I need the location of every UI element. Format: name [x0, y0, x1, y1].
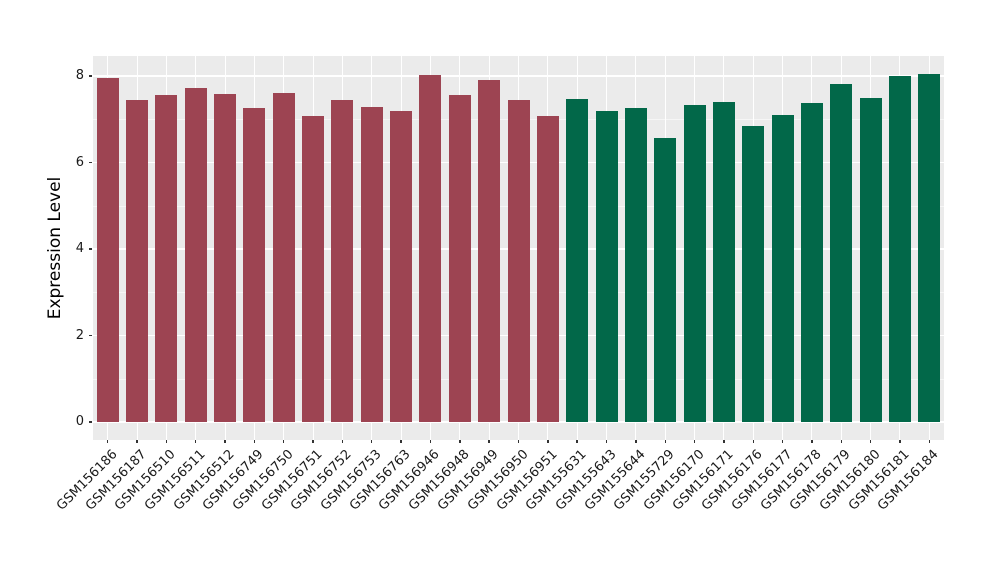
x-tick-mark [517, 440, 520, 443]
bar-GSM156184 [918, 74, 941, 422]
x-tick-mark [341, 440, 344, 443]
bar-GSM156186 [96, 78, 119, 422]
y-tick-mark [89, 248, 92, 250]
bar-GSM155643 [595, 110, 618, 422]
x-tick-mark [840, 440, 842, 443]
x-tick-mark [752, 440, 754, 443]
y-tick-mark [89, 161, 92, 164]
x-tick-mark [899, 440, 901, 443]
x-tick-mark [400, 440, 402, 443]
bar-GSM156763 [390, 110, 413, 422]
bar-GSM156752 [331, 99, 354, 422]
bar-GSM156512 [214, 94, 237, 422]
bar-GSM156948 [448, 95, 471, 422]
gridline-major [93, 75, 944, 77]
bar-GSM156951 [536, 115, 559, 422]
x-tick-mark [429, 440, 432, 443]
x-tick-mark [811, 440, 813, 443]
x-tick-mark [283, 440, 285, 443]
bar-GSM156753 [360, 107, 383, 422]
x-tick-mark [547, 440, 549, 443]
bar-GSM155644 [624, 107, 647, 422]
y-tick-label: 4 [75, 241, 84, 256]
bar-GSM155729 [654, 137, 677, 422]
x-tick-mark [165, 440, 168, 443]
y-tick-mark [89, 334, 92, 337]
x-tick-mark [459, 440, 461, 443]
y-tick-mark [89, 421, 92, 423]
bar-GSM156511 [184, 88, 207, 422]
bar-GSM156510 [155, 95, 178, 422]
bar-GSM156949 [478, 80, 501, 422]
x-tick-mark [312, 440, 314, 443]
bar-GSM156750 [272, 92, 295, 422]
bar-GSM155631 [566, 98, 589, 422]
x-tick-mark [224, 440, 226, 443]
x-tick-mark [488, 440, 490, 443]
bar-GSM156181 [888, 76, 911, 422]
y-tick-mark [89, 75, 92, 77]
bar-GSM156176 [742, 125, 765, 422]
bar-GSM156179 [830, 83, 853, 422]
y-tick-label: 2 [75, 327, 84, 343]
bar-GSM156171 [712, 101, 735, 422]
plot-panel [93, 56, 944, 440]
bar-GSM156187 [126, 99, 149, 422]
x-tick-mark [253, 440, 256, 443]
bar-GSM156751 [302, 115, 325, 422]
x-tick-mark [576, 440, 578, 443]
y-tick-label: 0 [75, 414, 84, 429]
x-tick-mark [605, 440, 608, 443]
bar-GSM156177 [771, 114, 794, 422]
x-tick-mark [195, 440, 197, 443]
x-tick-mark [723, 440, 725, 443]
x-tick-mark [635, 440, 637, 443]
x-tick-mark [869, 440, 872, 443]
x-tick-mark [136, 440, 138, 443]
bar-GSM156749 [243, 108, 266, 422]
bar-GSM156170 [683, 104, 706, 422]
x-tick-mark [371, 440, 373, 443]
x-tick-mark [106, 440, 109, 443]
x-tick-mark [664, 440, 666, 443]
bar-GSM156180 [859, 97, 882, 422]
gridline-major [93, 421, 944, 423]
y-tick-label: 6 [75, 154, 84, 170]
bar-GSM156946 [419, 75, 442, 422]
bar-GSM156178 [800, 102, 823, 422]
x-tick-mark [693, 440, 696, 443]
bar-GSM156950 [507, 99, 530, 422]
x-tick-mark [928, 440, 931, 443]
y-tick-label: 8 [75, 68, 84, 83]
x-tick-mark [781, 440, 784, 443]
